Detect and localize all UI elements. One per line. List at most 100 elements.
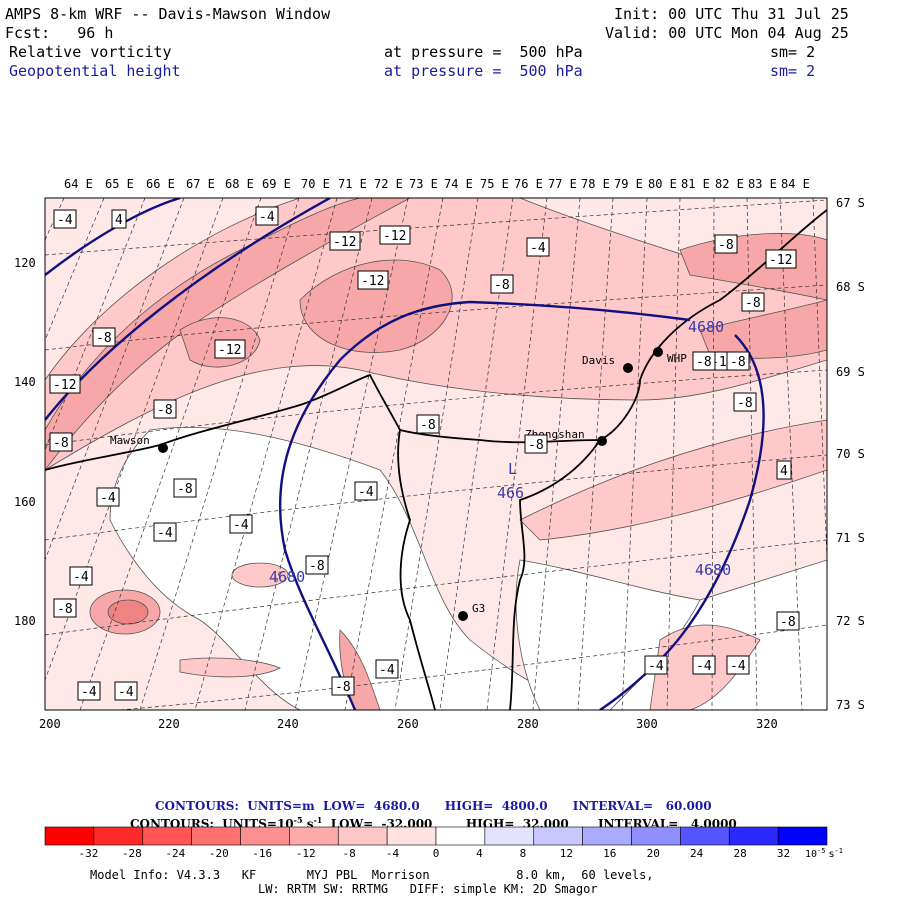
vorticity-label: -4 [530,241,546,256]
lat-label: 73 S [836,698,865,712]
colorbar-cell [337,826,388,846]
vorticity-labels: -4 4 -4 -12 -12 -4 -8 -12 -12 -12 -8 -8 -8 -8 -12 -8 -8 -… [49,206,800,701]
vorticity-label: 4 [115,213,123,228]
colorbar-cell [142,826,192,846]
vorticity-label-box [379,225,411,245]
legend-units-seconds: s [302,817,314,831]
lon-label: 82 E [715,177,744,191]
vorticity-label-box [153,522,177,542]
colorbar-ticks: -32 -28 -24 -20 -16 -12 -8 -4 0 4 8 12 16 20 24 28 32 [79,847,791,860]
coastline [45,209,827,710]
height-label: 4680 [269,568,305,586]
station-name-davis: Davis [582,354,615,367]
vorticity-label: -8 [157,403,173,418]
model-info-line-2: LW: RRTM SW: RRTMG DIFF: simple KM: 2D S… [258,882,598,896]
vorticity-label: -12 [769,253,792,268]
x-tick-labels: 200 220 240 260 280 300 320 [39,717,778,731]
height-contour-legend: CONTOURS: UNITS=m LOW= 4680.0 HIGH= 4800… [155,799,712,813]
vorticity-label-box [255,206,279,226]
x-tick: 280 [517,717,539,731]
vorticity-label: -12 [361,274,384,289]
colorbar-cell [240,826,290,846]
vorticity-label: -4 [57,213,73,228]
lat-label: 72 S [836,614,865,628]
vorticity-label: -4 [157,526,173,541]
vorticity-label: -8 [177,482,193,497]
colorbar-tick-label: 20 [647,847,660,860]
colorbar-tick-label: -24 [165,847,185,860]
vorticity-label-box [526,237,550,257]
station-marker [597,436,607,446]
field-2-sm: sm= 2 [770,62,816,80]
lon-label: 79 E [614,177,643,191]
vorticity-label-box [331,676,355,696]
lon-label: 80 E [648,177,677,191]
vorticity-label: -4 [118,685,134,700]
vorticity-label: -4 [81,685,97,700]
lon-label: 71 E [338,177,367,191]
colorbar-tick-label: -12 [296,847,316,860]
vorticity-label-box [329,231,361,251]
colorbar-cell [484,826,535,846]
lon-label: 72 E [374,177,403,191]
vorticity-label-box [305,555,329,575]
map-title: AMPS 8-km WRF -- Davis-Mawson Window [5,5,331,23]
lon-label: 74 E [444,177,473,191]
vorticity-label: -4 [100,491,116,506]
colorbar-cell [386,826,437,846]
vorticity-label: -8 [718,238,734,253]
x-tick: 240 [277,717,299,731]
colorbar-cell [93,826,144,846]
vorticity-label: -8 [745,296,761,311]
colorbar-tick-label: -32 [79,847,99,860]
colorbar-cell [533,826,583,846]
vorticity-label: 4 [780,464,788,479]
colorbar-cell [44,826,95,846]
station-name-whp: WHP [667,352,687,365]
legend-units-exponent: -5 [293,815,303,825]
vorticity-label: -12 [53,378,76,393]
station-name-mawson: Mawson [110,434,150,447]
y-tick: 140 [14,375,36,389]
lon-label: 70 E [301,177,330,191]
lon-label: 73 E [409,177,438,191]
vorticity-label-box [692,351,716,371]
colorbar-tick-label: 8 [520,847,527,860]
lon-label: 64 E [64,177,93,191]
x-tick: 220 [158,717,180,731]
field-1-name: Relative vorticity [9,43,172,61]
lon-label: 76 E [514,177,543,191]
vorticity-label: -8 [96,331,112,346]
station-marker [458,611,468,621]
colorbar: -32 -28 -24 -20 -16 -12 -8 -4 0 4 8 12 16 20 24 28 32 10… [44,826,843,860]
forecast-hour: Fcst: 96 h [5,24,114,42]
colorbar-tick-label: 28 [733,847,746,860]
vorticity-label: -4 [259,210,275,225]
x-tick: 260 [397,717,419,731]
vorticity-label: -8 [309,559,325,574]
vorticity-label-box [524,434,548,454]
vorticity-label-box [229,514,253,534]
height-label: 4680 [695,561,731,579]
vorticity-label-box [726,351,750,371]
low-marker: L [508,460,517,478]
colorbar-tick-label: 0 [433,847,440,860]
vorticity-label: -12 [383,229,406,244]
vorticity-label-box [49,374,81,394]
vorticity-label-box [776,611,800,631]
vorticity-label-box [214,339,246,359]
vorticity-label: -8 [528,438,544,453]
low-value: 466 [497,484,524,502]
lon-label: 78 E [581,177,610,191]
vorticity-label-box [375,659,399,679]
valid-time: Valid: 00 UTC Mon 04 Aug 25 [605,24,849,42]
vorticity-label-box [173,478,197,498]
colorbar-tick-label: 32 [777,847,790,860]
vorticity-label: -4 [233,518,249,533]
vorticity-label-box [77,681,101,701]
vorticity-label-box [53,209,77,229]
height-labels: 4680 4680 4680 L 466 [269,318,731,586]
vorticity-label-box [765,249,797,269]
vorticity-label: -8 [737,396,753,411]
colorbar-cell [728,826,779,846]
